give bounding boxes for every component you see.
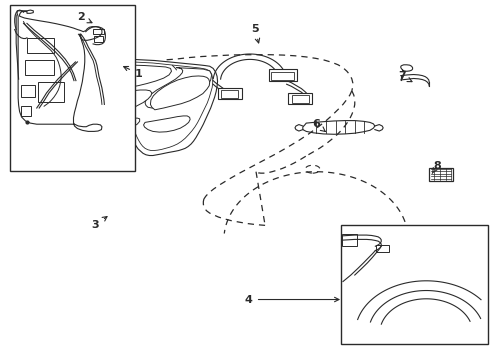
Polygon shape: [145, 68, 212, 108]
Bar: [429, 168, 453, 181]
Bar: [292, 95, 309, 103]
Polygon shape: [111, 118, 140, 131]
Polygon shape: [111, 90, 152, 115]
Text: 6: 6: [312, 119, 325, 131]
Text: 7: 7: [398, 71, 412, 82]
Bar: [342, 234, 357, 246]
Bar: [376, 245, 389, 252]
Bar: [218, 88, 242, 99]
Text: 1: 1: [123, 67, 143, 79]
Bar: [288, 93, 312, 104]
Polygon shape: [112, 65, 172, 88]
Bar: [271, 72, 294, 80]
Text: 3: 3: [92, 217, 107, 230]
Bar: [93, 29, 104, 34]
Bar: [94, 36, 103, 42]
Text: 2: 2: [77, 12, 92, 23]
Text: 5: 5: [251, 24, 260, 43]
Polygon shape: [150, 76, 210, 110]
Polygon shape: [144, 116, 190, 132]
Bar: [269, 69, 297, 81]
Bar: [221, 90, 238, 98]
Text: 4: 4: [245, 294, 339, 305]
Bar: [341, 225, 488, 344]
Bar: [10, 5, 135, 171]
Text: 8: 8: [432, 161, 441, 174]
